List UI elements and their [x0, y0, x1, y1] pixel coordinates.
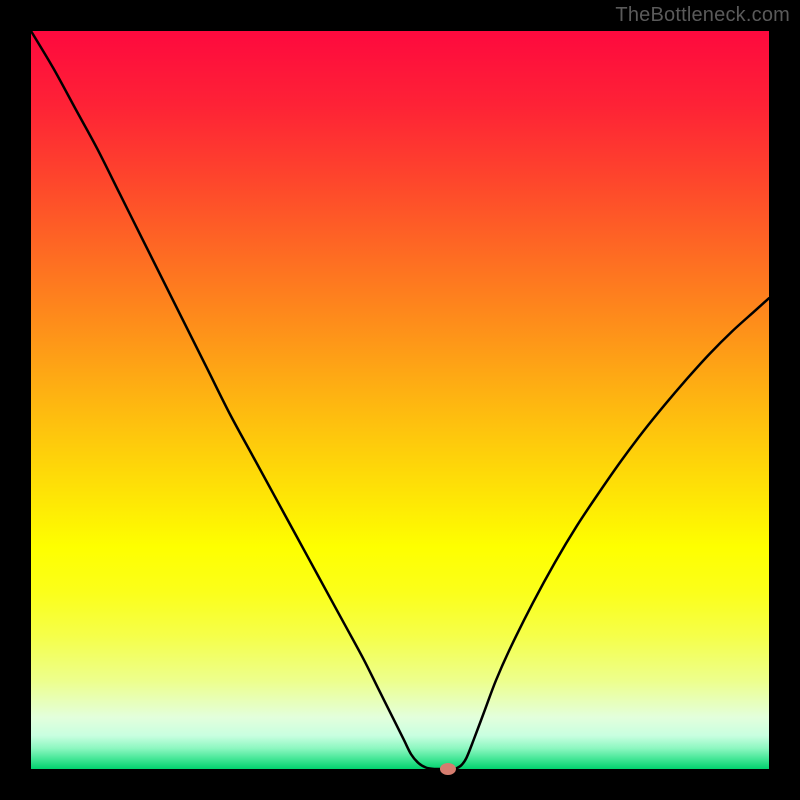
chart-container: TheBottleneck.com	[0, 0, 800, 800]
watermark-text: TheBottleneck.com	[615, 4, 790, 27]
bottleneck-chart	[0, 0, 800, 800]
valley-marker	[440, 763, 456, 775]
plot-background	[31, 31, 769, 769]
